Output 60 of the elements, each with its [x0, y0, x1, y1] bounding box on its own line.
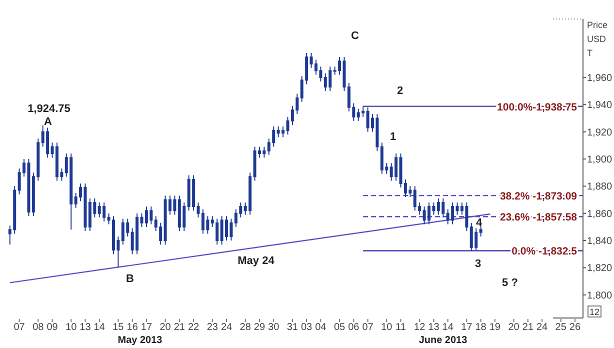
y-tick-label: 1,800 [587, 290, 612, 302]
x-tick-label: 05 [334, 322, 346, 333]
annotation: 5 ? [502, 277, 518, 289]
x-tick-label: 29 [254, 322, 266, 333]
x-tick-label: 08 [32, 322, 44, 333]
x-tick-label: 03 [301, 322, 313, 333]
x-tick-label: 24 [536, 322, 548, 333]
x-tick-label: 21 [174, 322, 186, 333]
x-tick-label: 09 [46, 322, 58, 333]
y-tick-label: 1,880 [587, 182, 612, 193]
x-tick-label: 20 [160, 322, 172, 333]
x-tick-label: 17 [461, 322, 473, 333]
x-tick-label: 12 [414, 322, 426, 333]
annotation: C [351, 30, 360, 42]
x-tick-label: 18 [475, 322, 487, 333]
x-tick-label: 13 [80, 322, 92, 333]
y-tick-label: 1,920 [587, 127, 612, 138]
x-tick-label: 07 [362, 322, 374, 333]
text: 12 [589, 307, 600, 317]
x-tick-label: 16 [126, 322, 138, 333]
x-tick-label: 10 [381, 322, 393, 333]
x-tick-label: 31 [286, 322, 298, 333]
annotation: B [126, 273, 134, 285]
x-tick-label: 24 [220, 322, 233, 333]
y-tick-label: 1,840 [587, 236, 612, 248]
x-tick-label: 10 [66, 322, 78, 333]
annotation: 3 [474, 258, 482, 270]
x-tick-label: 06 [348, 322, 360, 333]
x-tick-label: 13 [428, 322, 440, 333]
annotation: 1,924.75 [28, 103, 70, 115]
x-tick-label: 11 [396, 322, 406, 333]
y-tick-label: 1,820 [587, 263, 612, 274]
annotation: May 24 [238, 255, 276, 267]
x-tick-label: 15 [112, 322, 124, 333]
x-tick-label: 07 [14, 322, 26, 333]
annotation: 1 [390, 131, 396, 143]
x-tick-label: 30 [268, 322, 280, 333]
annotation: 2 [396, 85, 404, 97]
x-tick-label: 19 [489, 322, 501, 333]
x-tick-label: 20 [508, 322, 520, 333]
x-tick-label: 17 [140, 322, 152, 333]
x-tick-label: 04 [315, 322, 327, 333]
text: June 2013 [418, 335, 468, 346]
text: May 2013 [118, 335, 163, 346]
x-tick-label: 14 [94, 322, 106, 333]
annotation: 4 [476, 217, 483, 229]
candlestick [479, 225, 482, 237]
y-tick-label: 1,860 [587, 208, 612, 220]
x-tick-label: 28 [240, 322, 252, 333]
x-tick-label: 22 [188, 322, 200, 333]
y-axis-title: Price USD T [587, 20, 608, 58]
y-tick-label: 1,960 [587, 72, 612, 84]
x-tick-label: 14 [442, 322, 454, 333]
annotation: A [44, 116, 52, 128]
x-tick-label: 25 [555, 322, 567, 333]
y-tick-label: 1,940 [587, 100, 612, 112]
x-tick-label: 21 [522, 322, 534, 333]
x-tick-label: 26 [569, 322, 581, 333]
x-tick-label: 23 [206, 322, 218, 333]
y-tick-label: 1,900 [587, 154, 612, 166]
